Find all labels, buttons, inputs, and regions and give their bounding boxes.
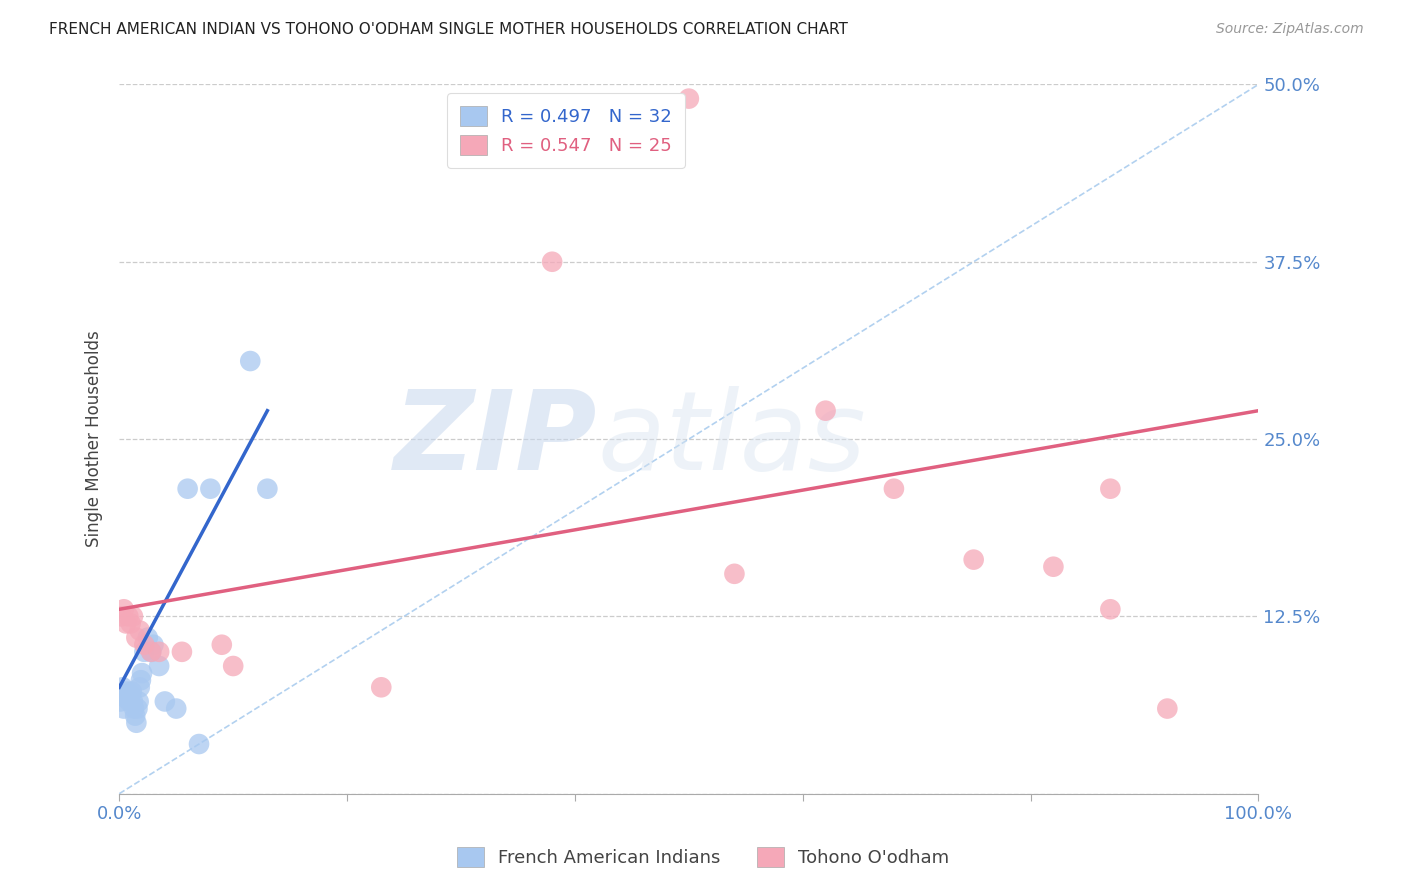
Point xyxy=(370,681,392,695)
Text: FRENCH AMERICAN INDIAN VS TOHONO O'ODHAM SINGLE MOTHER HOUSEHOLDS CORRELATION CH: FRENCH AMERICAN INDIAN VS TOHONO O'ODHAM… xyxy=(49,22,848,37)
Point xyxy=(176,482,198,496)
Point xyxy=(141,645,163,659)
Point xyxy=(120,616,142,631)
Point xyxy=(117,684,139,698)
Point xyxy=(110,687,132,701)
Point xyxy=(115,687,138,701)
Point xyxy=(122,694,145,708)
Point xyxy=(188,737,211,751)
Point xyxy=(1042,559,1064,574)
Point xyxy=(153,694,176,708)
Point xyxy=(110,694,132,708)
Point xyxy=(136,631,159,645)
Point xyxy=(121,684,143,698)
Point xyxy=(256,482,278,496)
Text: atlas: atlas xyxy=(598,385,866,492)
Point xyxy=(131,666,153,681)
Point xyxy=(128,694,150,708)
Point xyxy=(112,701,135,715)
Point xyxy=(141,645,163,659)
Point xyxy=(148,645,170,659)
Point xyxy=(125,631,148,645)
Y-axis label: Single Mother Households: Single Mother Households xyxy=(86,331,103,548)
Point xyxy=(124,708,146,723)
Point xyxy=(134,638,156,652)
Point xyxy=(200,482,222,496)
Point xyxy=(222,659,245,673)
Point xyxy=(117,609,139,624)
Point xyxy=(541,254,564,268)
Point xyxy=(127,701,149,715)
Point xyxy=(128,624,150,638)
Point xyxy=(114,690,136,705)
Point xyxy=(122,701,145,715)
Point xyxy=(678,92,700,106)
Legend: R = 0.497   N = 32, R = 0.547   N = 25: R = 0.497 N = 32, R = 0.547 N = 25 xyxy=(447,94,685,168)
Point xyxy=(1156,701,1178,715)
Point xyxy=(122,609,145,624)
Point xyxy=(115,616,138,631)
Point xyxy=(129,673,152,688)
Point xyxy=(125,715,148,730)
Point xyxy=(883,482,905,496)
Point xyxy=(239,354,262,368)
Point xyxy=(170,645,193,659)
Legend: French American Indians, Tohono O'odham: French American Indians, Tohono O'odham xyxy=(450,839,956,874)
Point xyxy=(112,602,135,616)
Point xyxy=(211,638,233,652)
Point xyxy=(117,690,139,705)
Point xyxy=(111,681,134,695)
Point xyxy=(165,701,187,715)
Text: ZIP: ZIP xyxy=(394,385,598,492)
Point xyxy=(148,659,170,673)
Point xyxy=(963,552,986,566)
Text: Source: ZipAtlas.com: Source: ZipAtlas.com xyxy=(1216,22,1364,37)
Point xyxy=(723,566,745,581)
Point xyxy=(1099,602,1122,616)
Point xyxy=(134,645,156,659)
Point xyxy=(118,694,141,708)
Point xyxy=(120,687,142,701)
Point xyxy=(142,638,165,652)
Point xyxy=(1099,482,1122,496)
Point xyxy=(110,609,132,624)
Point xyxy=(814,403,837,417)
Point xyxy=(128,681,150,695)
